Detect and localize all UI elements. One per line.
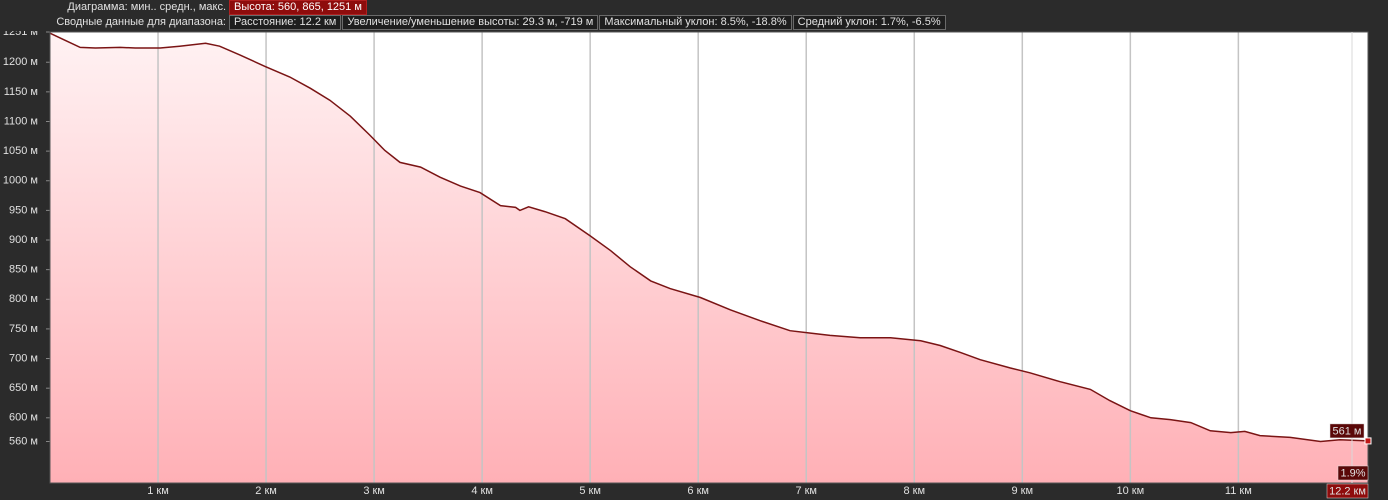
summary-box: Увеличение/уменьшение высоты: 29.3 м, -7… — [342, 15, 599, 30]
y-tick-label: 750 м — [9, 323, 38, 335]
y-tick-label: 850 м — [9, 264, 38, 276]
summary-box: Расстояние: 12.2 км — [229, 15, 342, 30]
y-tick-label: 900 м — [9, 234, 38, 246]
y-tick-label: 650 м — [9, 382, 38, 394]
y-tick-label: 1150 м — [4, 86, 38, 98]
y-tick-label: 1000 м — [3, 175, 38, 187]
cursor-elevation-box — [1329, 423, 1365, 439]
y-tick-label: 800 м — [9, 293, 38, 305]
value-box[interactable]: Высота: 560, 865, 1251 м — [229, 0, 367, 15]
x-tick-label: 5 км — [579, 485, 601, 497]
label: Диаграмма: мин.. средн., макс. — [67, 1, 226, 13]
cursor-slope-box — [1337, 465, 1369, 481]
y-tick-label: 560 м — [9, 435, 38, 447]
label: Сводные данные для диапазона: — [56, 16, 226, 28]
x-tick-label: 11 км — [1225, 485, 1252, 497]
x-tick-label: 1 км — [147, 485, 169, 497]
y-tick-label: 1100 м — [4, 115, 38, 127]
x-tick-label: 6 км — [687, 485, 709, 497]
x-tick-label: 4 км — [471, 485, 493, 497]
cursor-elevation: 561 м — [1333, 425, 1362, 437]
y-tick-label: 950 м — [9, 204, 38, 216]
cursor-slope: 1.9% — [1340, 467, 1365, 479]
summary-row: Сводные данные для диапазона: Расстояние… — [0, 15, 947, 30]
chart-row: Диаграмма: мин.. средн., макс. Высота: 5… — [0, 0, 368, 15]
y-tick-label: 700 м — [9, 352, 38, 364]
x-tick-label: 7 км — [795, 485, 817, 497]
x-tick-label: 2 км — [255, 485, 277, 497]
plot-border — [49, 31, 1369, 484]
y-tick-label: 1251 м — [3, 31, 38, 38]
cursor-marker — [1364, 437, 1372, 445]
x-tick-label: 10 км — [1116, 485, 1144, 497]
x-tick-label: 9 км — [1012, 485, 1034, 497]
cursor-distance: 12.2 км — [1329, 485, 1366, 497]
x-tick-label: 8 км — [903, 485, 925, 497]
summary-box: Средний уклон: 1.7%, -6.5% — [792, 15, 946, 30]
y-tick-label: 1050 м — [3, 145, 38, 157]
chart: 1251 м 1200 м 1150 м 1100 м 1050 м 1000 м 950 … — [3, 31, 1372, 499]
y-tick-label: 600 м — [9, 412, 38, 424]
cursor-distance-box — [1326, 483, 1369, 499]
x-tick-label: 3 км — [363, 485, 385, 497]
summary-box: Максимальный уклон: 8.5%, -18.8% — [599, 15, 792, 30]
elevation-line — [49, 32, 1369, 443]
y-tick-label: 1200 м — [3, 56, 38, 68]
